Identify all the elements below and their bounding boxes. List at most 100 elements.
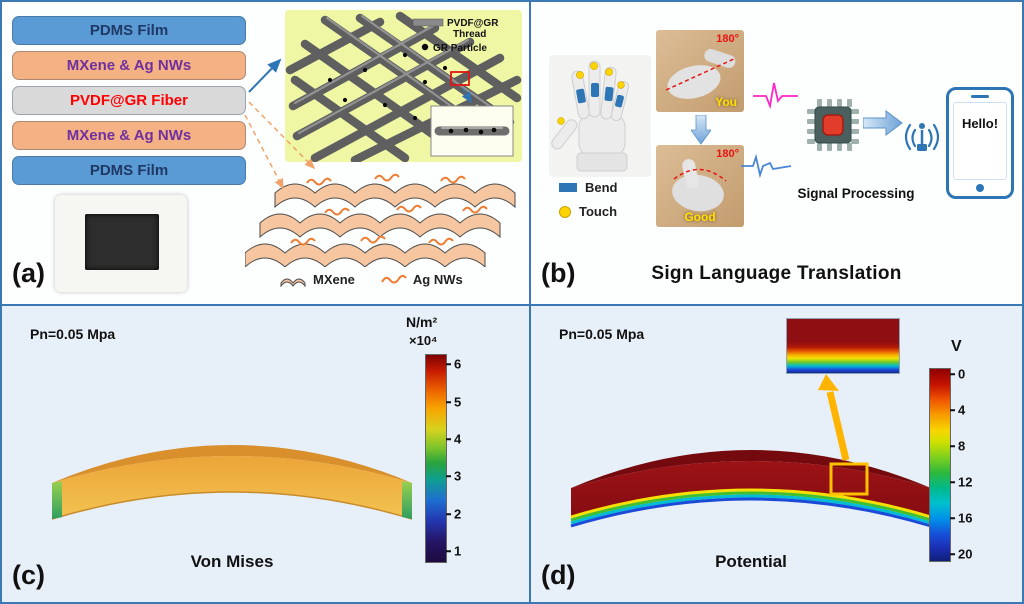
layer-pdms-bottom: PDMS Film xyxy=(12,156,246,185)
panel-d: Pn=0.05 Mpa V 0 4 8 12 16 xyxy=(531,306,1022,602)
layer-label: PDMS Film xyxy=(89,162,169,179)
phone-home-button xyxy=(976,184,984,192)
mxene-layers-illustration xyxy=(244,165,522,268)
beam-bottom-lip xyxy=(51,491,413,520)
colorbar-c-tick: 6 xyxy=(454,356,462,372)
layer-mxene-bottom: MXene & Ag NWs xyxy=(12,121,246,150)
phone: Hello! xyxy=(946,87,1014,199)
gesture-photo-you: 180° You xyxy=(656,30,744,112)
layer-pdms-top: PDMS Film xyxy=(12,16,246,45)
layer-stack: PDMS Film MXene & Ag NWs PVDF@GR Fiber M… xyxy=(12,16,246,191)
potential-strip-yellow xyxy=(570,488,932,519)
device-active-area xyxy=(85,214,159,270)
beam-end-right xyxy=(402,481,412,519)
panel-d-title: Potential xyxy=(715,552,787,571)
panel-a-label: (a) xyxy=(12,258,45,288)
fiber-mesh-illustration: PVDF@GR Thread GR Particle xyxy=(285,10,522,165)
potential-strip-cyan xyxy=(570,494,932,525)
tickmark xyxy=(950,373,955,375)
tickmark xyxy=(446,550,451,552)
panel-a: PDMS Film MXene & Ag NWs PVDF@GR Fiber M… xyxy=(2,2,529,304)
panel-c-label: (c) xyxy=(12,560,45,590)
layer-pvdf-fiber: PVDF@GR Fiber xyxy=(12,86,246,115)
gesture-photo-good: 180° Good xyxy=(656,145,744,227)
stack-to-mesh-arrow xyxy=(248,58,282,93)
gesture-sequence-arrow xyxy=(691,115,711,145)
touch-legend-label: Touch xyxy=(579,204,618,219)
inset-gr-dots xyxy=(448,127,497,135)
signal-waveform-blue xyxy=(741,153,792,179)
panel-c: Pn=0.05 Mpa N/m² ×10⁴ 6 5 4 3 2 1 Von Mi… xyxy=(2,306,529,602)
colorbar-d-tick: 0 xyxy=(958,366,966,382)
panel-c-title: Von Mises xyxy=(190,552,274,571)
potential-beam xyxy=(570,450,932,528)
pressure-label-c: Pn=0.05 Mpa xyxy=(30,326,116,342)
glove-shape xyxy=(551,60,630,172)
colorbar-c-tick: 3 xyxy=(454,468,462,484)
colorbar-d-tick: 20 xyxy=(958,546,973,562)
tickmark xyxy=(950,409,955,411)
tickmark xyxy=(446,438,451,440)
layer-mxene-top: MXene & Ag NWs xyxy=(12,51,246,80)
colorbar-d xyxy=(929,368,951,562)
bend-legend-label: Bend xyxy=(585,180,618,195)
mxene-layers-svg xyxy=(244,173,516,268)
von-mises-beam xyxy=(51,445,413,520)
colorbar-c-tick: 1 xyxy=(454,543,462,559)
layer-label: MXene & Ag NWs xyxy=(66,127,192,144)
colorbar-d-tick: 16 xyxy=(958,510,973,526)
beam-end-left xyxy=(52,481,62,519)
gesture-hand-good xyxy=(672,159,727,212)
mxene-legend-item: MXene xyxy=(280,272,355,287)
processing-output-arrow xyxy=(863,110,903,136)
gesture-hand-you xyxy=(665,49,737,99)
thread-legend-line2: Thread xyxy=(453,29,486,40)
mesh-rods xyxy=(285,11,522,165)
tickmark xyxy=(446,401,451,403)
processor-chip-icon xyxy=(807,99,859,151)
angle-label-top: 180° xyxy=(716,33,739,45)
colorbar-d-tick: 12 xyxy=(958,474,973,490)
colorbar-c-tick: 5 xyxy=(454,394,462,410)
colorbar-c-unit: N/m² xyxy=(406,314,438,330)
layer-label: PVDF@GR Fiber xyxy=(70,92,188,109)
colorbar-d-unit: V xyxy=(951,338,962,355)
tickmark xyxy=(950,553,955,555)
signal-waveform-pink xyxy=(753,82,798,110)
panel-b-title: Sign Language Translation xyxy=(651,263,902,284)
thread-legend-line1: PVDF@GR xyxy=(447,18,499,29)
colorbar-d-tick: 8 xyxy=(958,438,966,454)
wireless-signal-icon xyxy=(904,123,940,151)
touch-sensor-dots xyxy=(557,62,625,125)
phone-speaker-slit xyxy=(971,95,989,98)
touch-legend: Touch xyxy=(559,204,617,219)
panel-b-label: (b) xyxy=(541,258,576,288)
beam-front-face xyxy=(52,456,412,519)
bend-sensor-strips xyxy=(576,83,624,108)
gr-particle-legend-label: GR Particle xyxy=(433,43,487,54)
panel-b: 180° You 180° Good xyxy=(531,2,1022,304)
colorbar-c-tick: 4 xyxy=(454,431,462,447)
colorbar-d-tick: 4 xyxy=(958,402,966,418)
zoom-region-box xyxy=(450,71,470,86)
pressure-label-d: Pn=0.05 Mpa xyxy=(559,326,645,342)
mxene-wave-icon xyxy=(280,278,306,287)
agnws-legend-item: Ag NWs xyxy=(381,272,463,287)
touch-legend-swatch xyxy=(559,205,571,218)
zoom-arrow xyxy=(461,88,472,104)
layer-label: MXene & Ag NWs xyxy=(66,57,192,74)
word-label-you: You xyxy=(715,95,737,109)
tickmark xyxy=(950,481,955,483)
potential-strip-blue xyxy=(570,497,932,528)
smart-glove-photo xyxy=(549,55,651,177)
agnws-legend-label: Ag NWs xyxy=(412,272,463,287)
phone-screen xyxy=(953,102,1007,180)
gr-particle-dots xyxy=(327,52,448,121)
beam-top-surface xyxy=(52,445,412,483)
word-label-good: Good xyxy=(684,210,716,224)
wave-legend: MXene Ag NWs xyxy=(280,272,463,287)
tickmark xyxy=(950,517,955,519)
bend-legend: Bend xyxy=(559,180,618,195)
angle-label-bottom: 180° xyxy=(716,148,739,160)
